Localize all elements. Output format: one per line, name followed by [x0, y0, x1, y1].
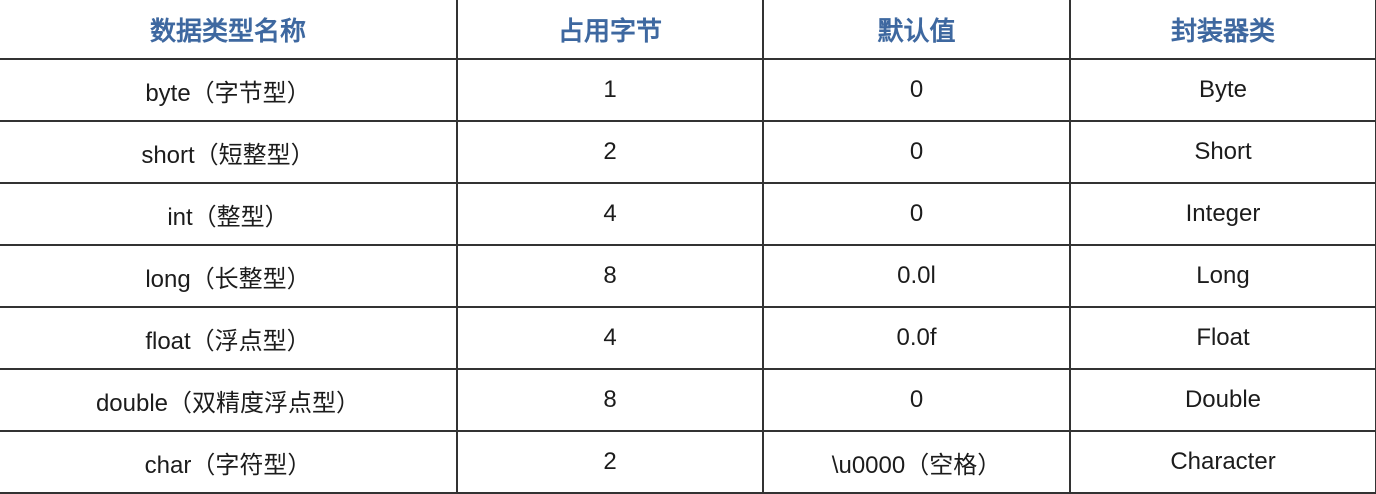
- table-row-float: float（浮点型） 4 0.0f Float: [0, 307, 1376, 370]
- cell-wrapper-class: Double: [1070, 369, 1376, 432]
- cell-bytes: 4: [457, 307, 764, 370]
- cell-type-name: long（长整型）: [0, 245, 458, 308]
- cell-default-value: \u0000（空格）: [763, 431, 1071, 494]
- cell-default-value: 0: [763, 183, 1071, 246]
- cell-type-name: double（双精度浮点型）: [0, 369, 458, 432]
- table-row-byte: byte（字节型） 1 0 Byte: [0, 59, 1376, 122]
- header-cell-wrapper-class: 封装器类: [1070, 0, 1376, 60]
- table-row-short: short（短整型） 2 0 Short: [0, 121, 1376, 184]
- table-header-row: 数据类型名称 占用字节 默认值 封装器类: [0, 0, 1376, 60]
- cell-bytes: 8: [457, 245, 764, 308]
- header-cell-bytes: 占用字节: [457, 0, 764, 60]
- cell-bytes: 4: [457, 183, 764, 246]
- table-row-char: char（字符型） 2 \u0000（空格） Character: [0, 431, 1376, 494]
- cell-bytes: 2: [457, 121, 764, 184]
- cell-bytes: 1: [457, 59, 764, 122]
- cell-wrapper-class: Float: [1070, 307, 1376, 370]
- cell-wrapper-class: Short: [1070, 121, 1376, 184]
- table-row-double: double（双精度浮点型） 8 0 Double: [0, 369, 1376, 432]
- cell-type-name: int（整型）: [0, 183, 458, 246]
- cell-default-value: 0.0l: [763, 245, 1071, 308]
- cell-wrapper-class: Integer: [1070, 183, 1376, 246]
- cell-type-name: byte（字节型）: [0, 59, 458, 122]
- cell-default-value: 0: [763, 121, 1071, 184]
- cell-wrapper-class: Character: [1070, 431, 1376, 494]
- table-row-int: int（整型） 4 0 Integer: [0, 183, 1376, 246]
- cell-wrapper-class: Long: [1070, 245, 1376, 308]
- cell-bytes: 8: [457, 369, 764, 432]
- header-cell-default-value: 默认值: [763, 0, 1071, 60]
- table-row-long: long（长整型） 8 0.0l Long: [0, 245, 1376, 308]
- cell-wrapper-class: Byte: [1070, 59, 1376, 122]
- cell-bytes: 2: [457, 431, 764, 494]
- cell-default-value: 0.0f: [763, 307, 1071, 370]
- cell-type-name: float（浮点型）: [0, 307, 458, 370]
- cell-default-value: 0: [763, 369, 1071, 432]
- cell-type-name: char（字符型）: [0, 431, 458, 494]
- cell-type-name: short（短整型）: [0, 121, 458, 184]
- cell-default-value: 0: [763, 59, 1071, 122]
- header-cell-type-name: 数据类型名称: [0, 0, 458, 60]
